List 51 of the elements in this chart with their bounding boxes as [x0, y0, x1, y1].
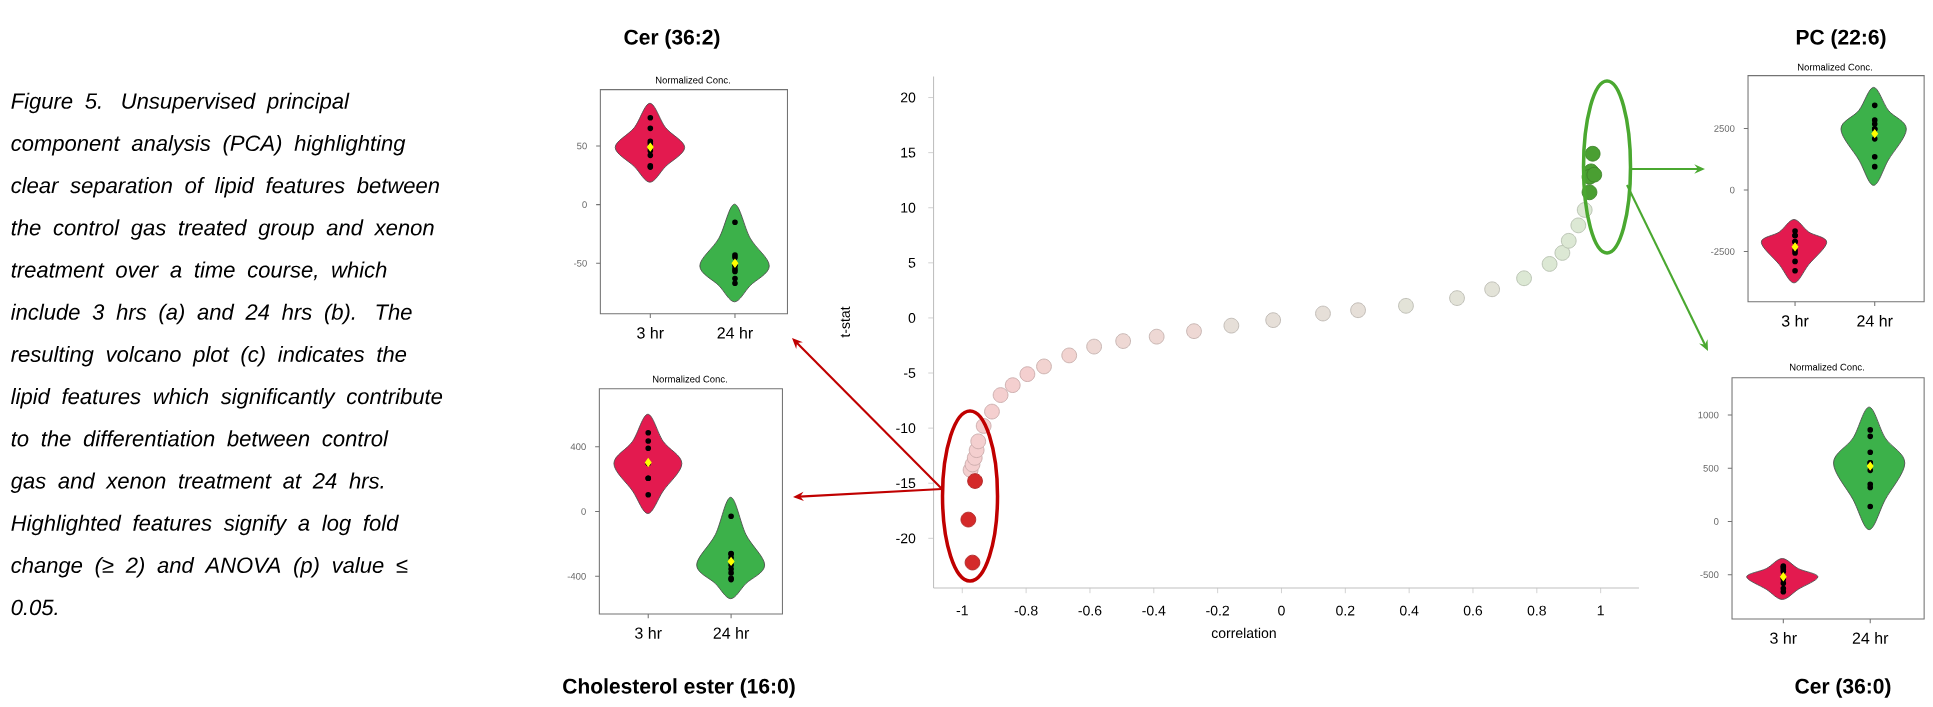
- x-tick-label: 0.2: [1336, 605, 1355, 616]
- y-tick-label: 10: [901, 202, 916, 213]
- x-tick-label: 3 hr: [1770, 632, 1797, 644]
- x-tick-label: 24 hr: [717, 326, 753, 339]
- chart-title: PC (22:6): [1796, 29, 1886, 49]
- x-tick-label: -0.4: [1142, 605, 1166, 616]
- y-axis-title: t-stat: [840, 306, 850, 338]
- chart-subtitle: Normalized Conc.: [656, 76, 730, 84]
- x-tick-label: -0.6: [1078, 605, 1102, 616]
- y-tick-label: 500: [1703, 464, 1719, 472]
- y-tick-label: -400: [567, 572, 586, 580]
- x-tick-label: -0.2: [1206, 605, 1229, 616]
- y-tick-label: 1000: [1698, 411, 1719, 419]
- y-tick-label: -50: [573, 259, 587, 267]
- text: Cholesterol ester (16:0): [563, 678, 795, 698]
- x-tick-label: 1: [1597, 605, 1604, 616]
- y-tick-label: -20: [896, 533, 916, 544]
- text: Cer (36:0): [1795, 678, 1891, 698]
- x-tick-label: 3 hr: [1781, 314, 1809, 327]
- y-tick-label: 400: [570, 443, 586, 451]
- x-axis-title: correlation: [1211, 627, 1276, 639]
- y-tick-label: 5: [908, 257, 916, 268]
- y-tick-label: -500: [1700, 571, 1719, 579]
- y-tick-label: 0: [581, 508, 586, 515]
- x-tick-label: 3 hr: [635, 627, 662, 639]
- chart-title: Cer (36:2): [624, 29, 720, 49]
- chart-subtitle: Normalized Conc.: [1798, 63, 1872, 71]
- chart-subtitle: Normalized Conc.: [653, 375, 727, 383]
- y-tick-label: 0: [582, 201, 587, 208]
- y-tick-label: 0: [1730, 186, 1735, 194]
- x-tick-label: 3 hr: [637, 326, 664, 339]
- chart-subtitle: Normalized Conc.: [1790, 363, 1864, 371]
- y-tick-label: 15: [901, 147, 916, 158]
- y-tick-label: 0: [1713, 518, 1719, 525]
- x-tick-label: 0: [1278, 605, 1285, 616]
- y-tick-label: 20: [900, 92, 916, 103]
- y-tick-label: -5: [904, 368, 916, 378]
- x-tick-label: -0.8: [1014, 605, 1038, 616]
- x-tick-label: 0.8: [1527, 605, 1546, 616]
- y-tick-label: 50: [577, 142, 587, 150]
- y-tick-label: -10: [896, 423, 916, 434]
- y-tick-label: 2500: [1714, 125, 1735, 132]
- x-tick-label: -1: [956, 605, 968, 616]
- y-tick-label: -2500: [1711, 248, 1735, 255]
- x-tick-label: 24 hr: [1852, 632, 1889, 644]
- x-tick-label: 0.4: [1399, 605, 1419, 616]
- text: Figure 5. Unsupervised principal component analysis (PCA) highlighting clear separation of lipid features between the control gas treated group and xenon treatment over a time course, which include 3 hrs (a) and 24 hrs (b). The resulting volcano plot (c) indicates the lipid features which significantly contribute to the differentiation between control gas and xenon treatment at 24 hrs. Highlighted features signify a log fold change (≥ 2) and ANOVA (p) value ≤ 0.05.: [10, 92, 443, 616]
- x-tick-label: 24 hr: [1857, 314, 1893, 327]
- y-tick-label: -15: [896, 478, 916, 489]
- x-tick-label: 24 hr: [713, 627, 750, 639]
- x-tick-label: 0.6: [1463, 605, 1483, 616]
